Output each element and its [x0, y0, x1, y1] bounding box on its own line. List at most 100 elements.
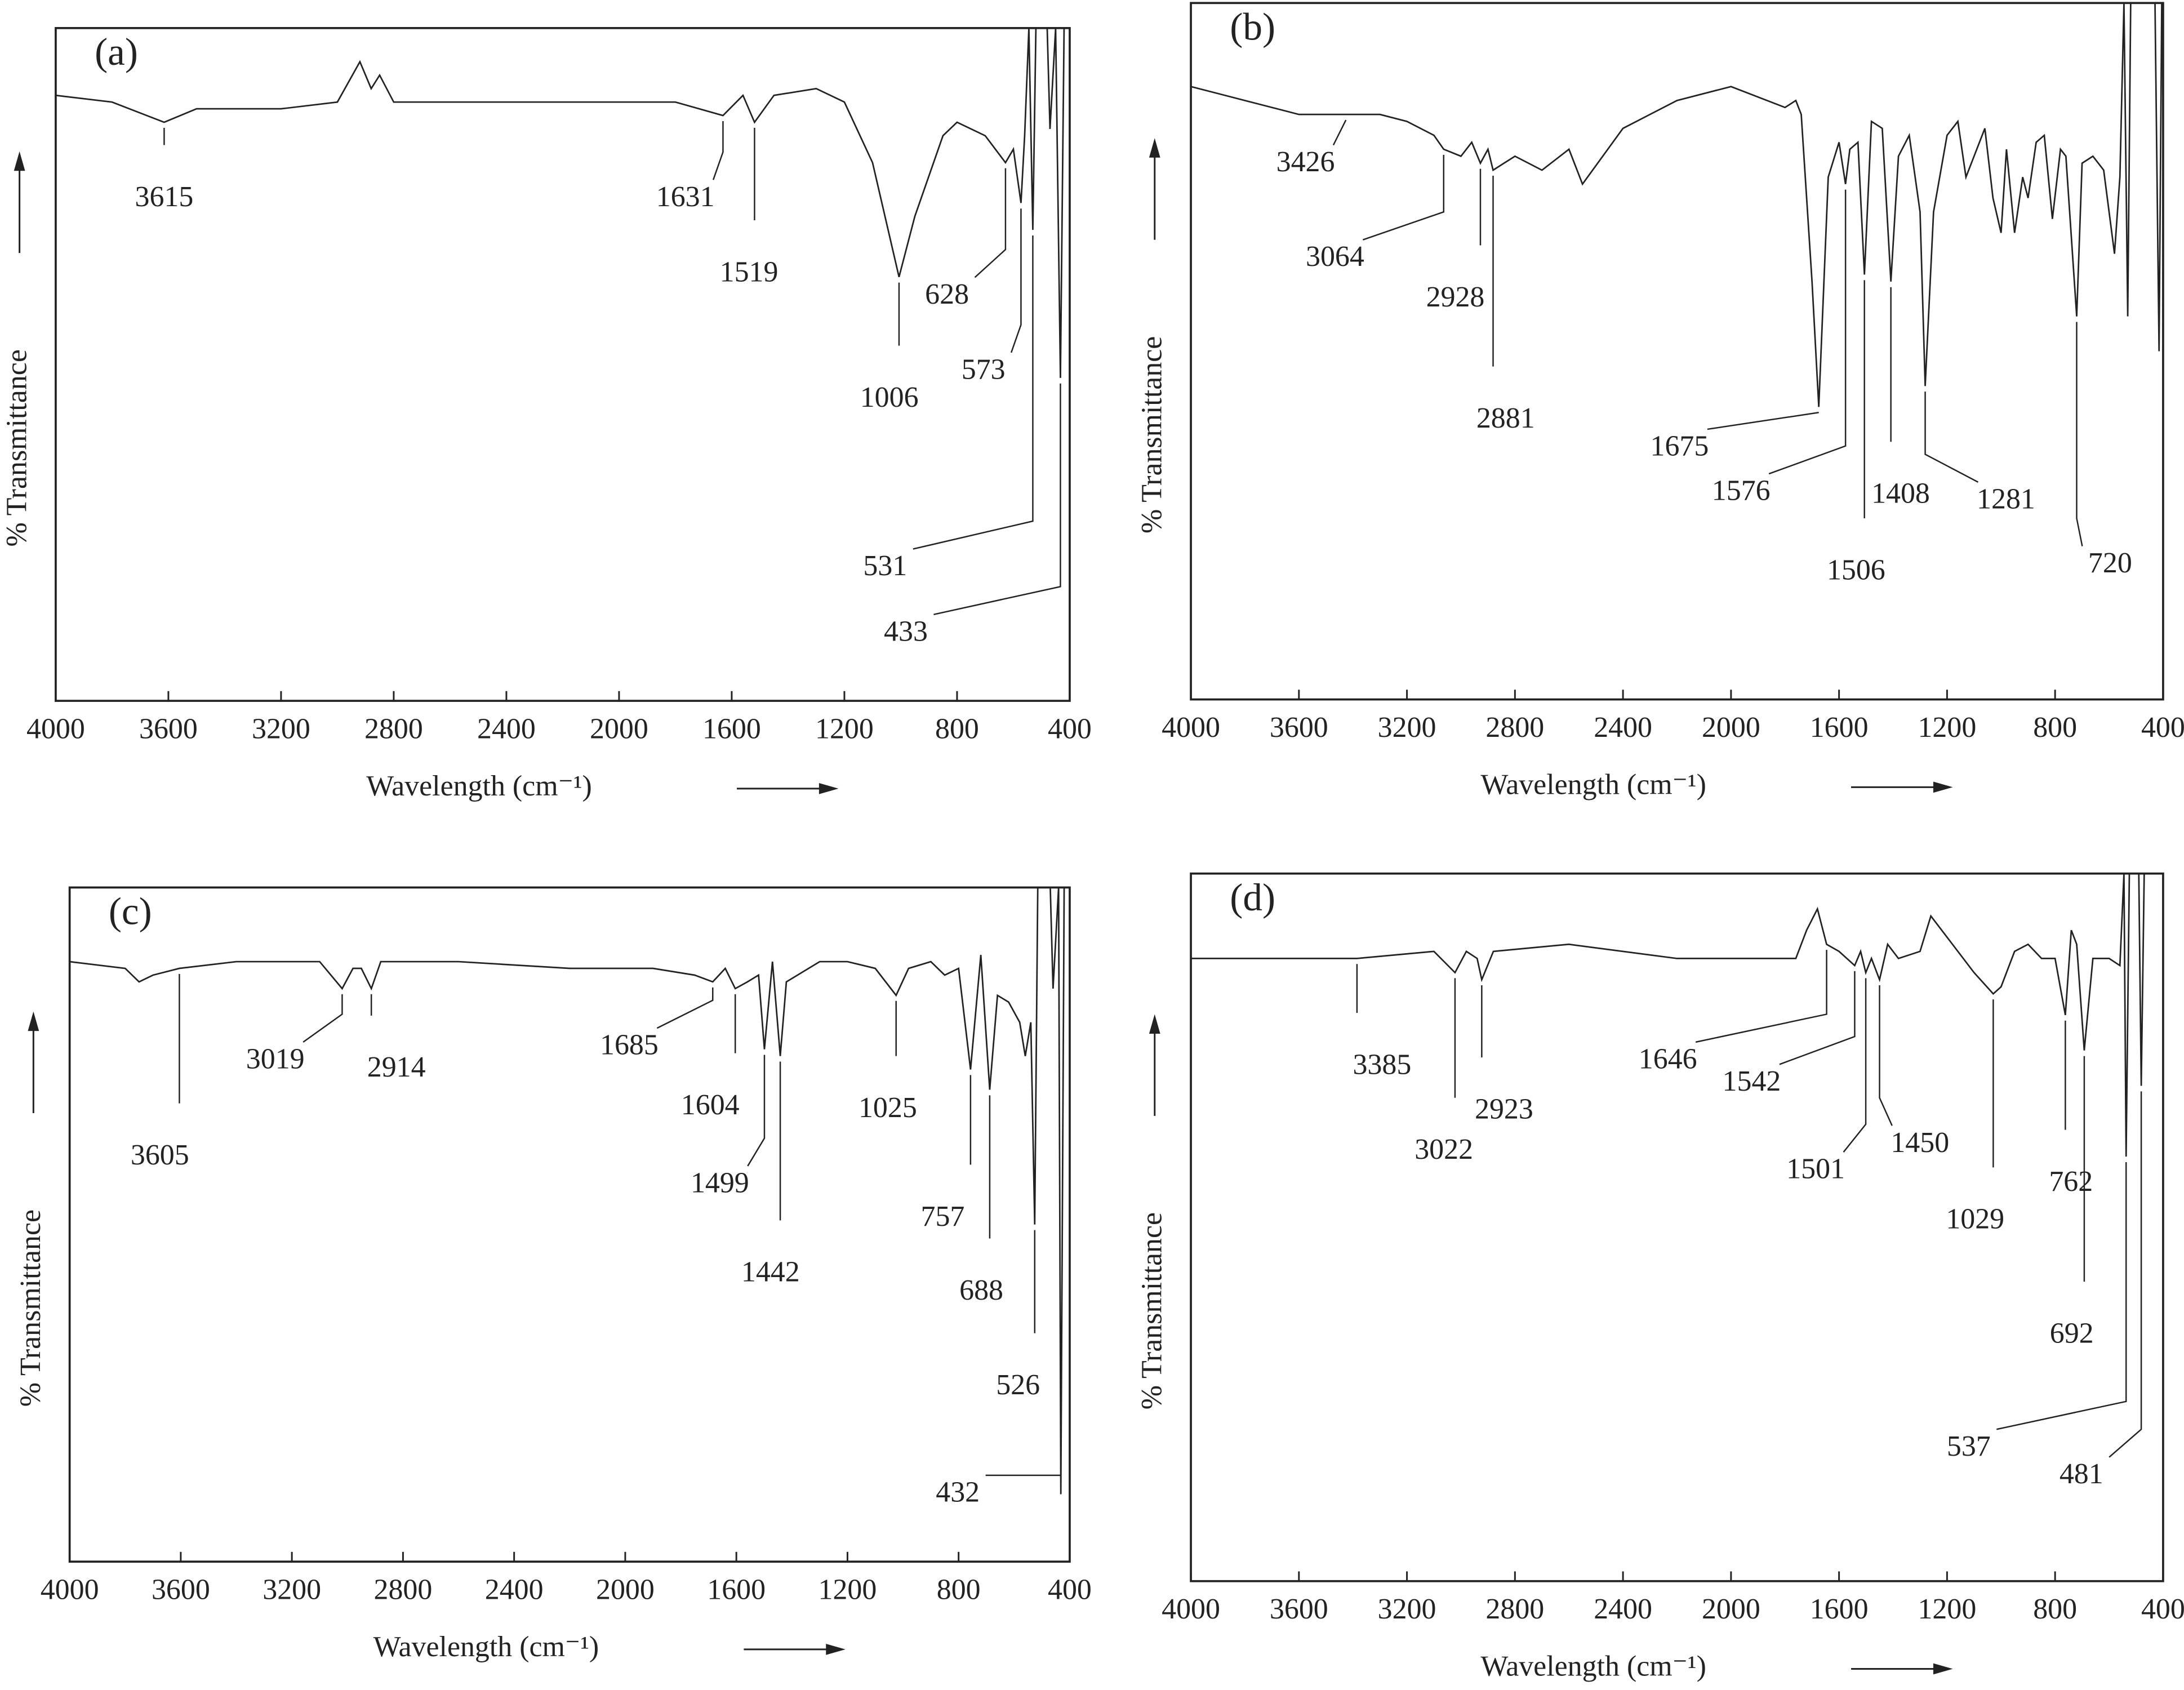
- x-tick-label: 3200: [252, 713, 310, 745]
- peak-label: 628: [925, 278, 969, 310]
- peak-leader: [747, 1055, 766, 1167]
- x-axis-label: Wavelength (cm⁻¹): [1480, 768, 1706, 800]
- peak-leader: [1779, 971, 1856, 1065]
- x-tick-label: 1600: [1810, 1593, 1869, 1625]
- peak-label: 3019: [246, 1043, 305, 1075]
- peak-leader: [303, 994, 343, 1043]
- x-axis-label: Wavelength (cm⁻¹): [1480, 1650, 1706, 1682]
- peak-label: 1281: [1977, 483, 2035, 515]
- peak-label: 1501: [1786, 1153, 1845, 1185]
- peak-label: 2923: [1475, 1093, 1533, 1125]
- peak-label: 762: [2049, 1166, 2093, 1198]
- x-tick-label: 800: [935, 713, 979, 745]
- peak-label: 1685: [600, 1029, 659, 1061]
- spectrum-line: [69, 887, 1070, 1495]
- peak-label: 1029: [1946, 1203, 2004, 1235]
- peak-label: 1506: [1827, 554, 1885, 586]
- x-tick-label: 400: [2141, 711, 2184, 744]
- peak-label: 1542: [1723, 1065, 1781, 1097]
- peak-label: 537: [1947, 1430, 1991, 1462]
- x-tick-label: 3200: [263, 1573, 321, 1606]
- panel-title: (d): [1230, 875, 1275, 919]
- peak-label: 1604: [681, 1089, 740, 1121]
- peak-label: 1499: [691, 1167, 749, 1199]
- y-axis-label: % Transmittance: [1, 349, 33, 546]
- peak-leader: [1996, 1162, 2127, 1430]
- x-tick-label: 3600: [1270, 1593, 1328, 1625]
- peak-label: 573: [962, 353, 1006, 385]
- x-tick-label: 2800: [364, 713, 423, 745]
- peak-leader: [913, 235, 1034, 550]
- peak-leader: [1843, 978, 1867, 1153]
- x-tick-label: 2400: [1594, 711, 1652, 744]
- peak-label: 432: [936, 1476, 980, 1508]
- x-tick-label: 4000: [1162, 1593, 1220, 1625]
- peak-label: 720: [2088, 547, 2132, 579]
- peak-label: 1675: [1651, 430, 1709, 462]
- peak-leader: [933, 383, 1061, 615]
- x-tick-label: 3200: [1378, 711, 1436, 744]
- x-tick-label: 2800: [1485, 711, 1544, 744]
- peak-label: 1006: [860, 381, 919, 413]
- peak-label: 1519: [720, 256, 779, 288]
- x-tick-label: 2000: [590, 713, 648, 745]
- peak-leader: [2076, 322, 2083, 546]
- x-tick-label: 800: [937, 1573, 981, 1606]
- peak-leader: [1707, 412, 1819, 430]
- x-tick-label: 2800: [1485, 1593, 1544, 1625]
- panel-title: (c): [109, 890, 152, 933]
- peak-label: 1631: [656, 181, 715, 213]
- x-arrow-head: [819, 782, 839, 794]
- peak-leader: [1768, 189, 1847, 475]
- peak-leader: [1879, 985, 1893, 1126]
- peak-leader: [1010, 208, 1022, 353]
- peak-label: 1450: [1891, 1127, 1949, 1159]
- peak-label: 3064: [1306, 241, 1364, 273]
- x-axis-label: Wavelength (cm⁻¹): [366, 770, 592, 802]
- x-tick-label: 2000: [596, 1573, 655, 1606]
- peak-label: 1025: [859, 1092, 917, 1124]
- peak-label: 688: [959, 1274, 1003, 1306]
- y-arrow-head: [28, 1011, 39, 1031]
- x-arrow-head: [1933, 1663, 1953, 1675]
- x-tick-label: 400: [2141, 1593, 2184, 1625]
- x-tick-label: 3600: [1270, 711, 1328, 744]
- peak-leader: [656, 987, 714, 1029]
- x-tick-label: 4000: [41, 1573, 99, 1606]
- x-arrow-head: [826, 1644, 846, 1655]
- x-tick-label: 4000: [1162, 711, 1220, 744]
- x-tick-label: 2000: [1702, 1593, 1760, 1625]
- panel-title: (a): [95, 30, 138, 73]
- plot-frame: [1190, 2, 2164, 701]
- x-tick-label: 3600: [139, 713, 198, 745]
- y-arrow-head: [14, 151, 25, 171]
- x-tick-label: 2800: [373, 1573, 432, 1606]
- peak-label: 3385: [1353, 1048, 1411, 1080]
- x-tick-label: 2400: [1594, 1593, 1652, 1625]
- peak-label: 1576: [1712, 475, 1771, 507]
- peak-leader: [1332, 119, 1347, 146]
- spectrum-line: [55, 27, 1070, 378]
- y-axis-label: % Transmittance: [15, 1209, 47, 1407]
- peak-label: 2928: [1426, 281, 1485, 313]
- peak-label: 481: [2060, 1458, 2103, 1490]
- x-arrow-head: [1933, 781, 1953, 793]
- x-tick-label: 400: [1048, 1573, 1092, 1606]
- peak-label: 531: [863, 550, 907, 582]
- x-tick-label: 1600: [702, 713, 761, 745]
- y-axis-label: % Transmittance: [1136, 1212, 1168, 1409]
- spectrum-line: [1191, 873, 2163, 1157]
- peak-label: 692: [2050, 1318, 2094, 1350]
- x-tick-label: 3600: [152, 1573, 210, 1606]
- peak-label: 433: [884, 615, 928, 647]
- x-tick-label: 3200: [1378, 1593, 1436, 1625]
- spectrum-line: [1190, 2, 2163, 407]
- x-tick-label: 1200: [815, 713, 874, 745]
- x-tick-label: 2400: [485, 1573, 544, 1606]
- x-tick-label: 1200: [1918, 711, 1976, 744]
- peak-label: 3022: [1415, 1133, 1473, 1166]
- peak-label: 757: [921, 1200, 965, 1233]
- peak-label: 1646: [1639, 1043, 1697, 1075]
- x-tick-label: 1200: [1918, 1593, 1976, 1625]
